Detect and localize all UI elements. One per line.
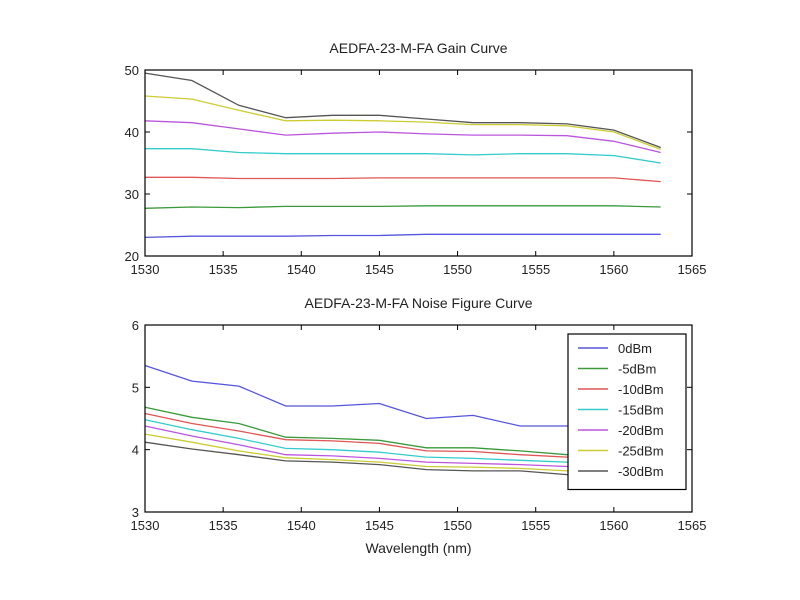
y-tick-label: 4 bbox=[132, 443, 139, 458]
series-lines bbox=[144, 72, 661, 239]
x-tick-label: 1540 bbox=[287, 262, 316, 277]
x-axis-label: Wavelength (nm) bbox=[365, 540, 471, 556]
x-tick-label: 1550 bbox=[443, 518, 472, 533]
series-line-5dbm bbox=[144, 205, 661, 209]
x-tick-label: 1545 bbox=[365, 262, 394, 277]
plot-frame bbox=[144, 69, 693, 257]
legend-label: -25dBm bbox=[618, 444, 664, 459]
x-tick-label: 1555 bbox=[521, 262, 550, 277]
y-tick-label: 3 bbox=[132, 505, 139, 520]
legend-label: -10dBm bbox=[618, 382, 664, 397]
x-tick-label: 1560 bbox=[599, 262, 628, 277]
x-tick-label: 1555 bbox=[521, 518, 550, 533]
series-line-10dbm bbox=[145, 176, 661, 183]
y-tick-label: 20 bbox=[125, 249, 139, 264]
x-tick-label: 1540 bbox=[287, 518, 316, 533]
series-line-0dbm bbox=[144, 233, 661, 239]
series-line-25dbm bbox=[144, 95, 661, 151]
legend-label: -30dBm bbox=[618, 464, 664, 479]
chart-title: AEDFA-23-M-FA Gain Curve bbox=[329, 40, 507, 56]
y-tick-label: 5 bbox=[132, 380, 139, 395]
legend-label: 0dBm bbox=[618, 341, 652, 356]
y-tick-label: 40 bbox=[125, 125, 139, 140]
subplot-2: AEDFA-23-M-FA Noise Figure Curve 1530 1535… bbox=[131, 295, 707, 556]
x-tick-label: 1560 bbox=[599, 518, 628, 533]
series-line-20dbm bbox=[144, 120, 661, 154]
x-tick-label: 1565 bbox=[678, 262, 707, 277]
series-line-30dbm bbox=[144, 72, 661, 149]
plot-frame bbox=[144, 324, 693, 513]
chart-title: AEDFA-23-M-FA Noise Figure Curve bbox=[305, 295, 533, 311]
y-tick-label: 50 bbox=[125, 63, 139, 78]
x-tick-label: 1565 bbox=[678, 518, 707, 533]
x-tick-label: 1535 bbox=[209, 262, 238, 277]
x-tick-label: 1545 bbox=[365, 518, 394, 533]
x-tick-label: 1535 bbox=[209, 518, 238, 533]
x-tick-label: 1530 bbox=[131, 262, 160, 277]
legend-label: -5dBm bbox=[618, 362, 656, 377]
legend: 0dBm -5dBm -10dBm -15dBm -20dBm -25dBm -30dBm bbox=[567, 333, 687, 491]
series-line-15dbm bbox=[145, 148, 661, 164]
x-tick-label: 1530 bbox=[131, 518, 160, 533]
y-tick-label: 30 bbox=[125, 187, 139, 202]
subplot-1: AEDFA-23-M-FA Gain Curve 1530 1535 1540 1545… bbox=[125, 40, 707, 277]
x-tick-label: 1550 bbox=[443, 262, 472, 277]
legend-label: -20dBm bbox=[618, 423, 664, 438]
y-tick-label: 6 bbox=[132, 318, 139, 333]
legend-box bbox=[567, 333, 687, 491]
legend-label: -15dBm bbox=[618, 403, 664, 418]
